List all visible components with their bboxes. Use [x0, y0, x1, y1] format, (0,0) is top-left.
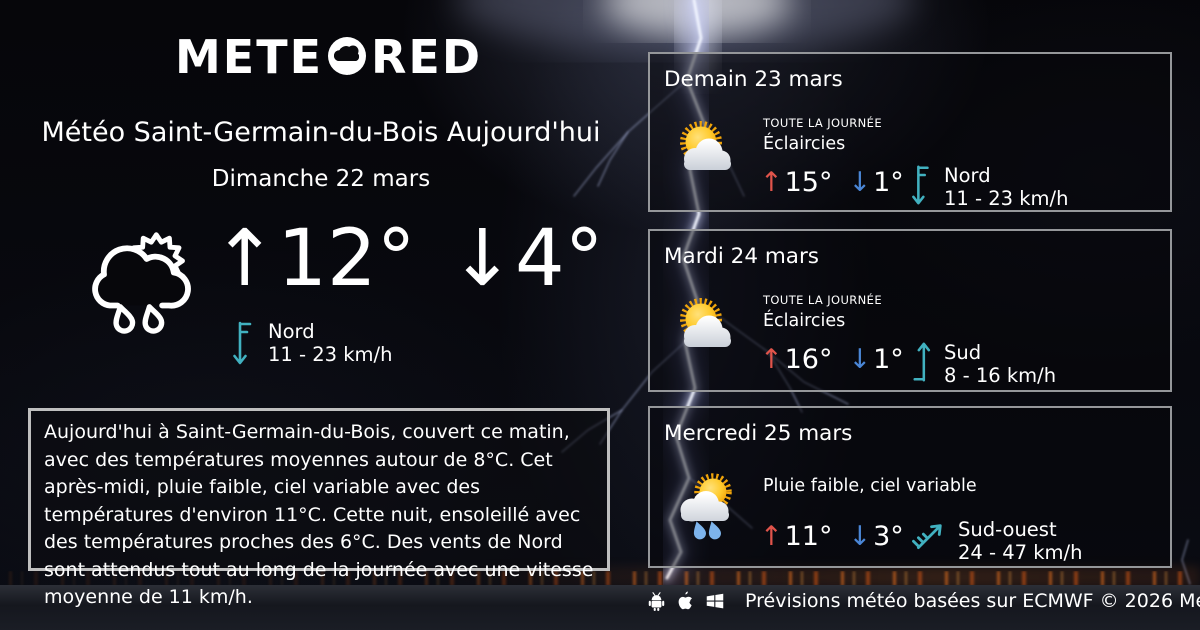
current-temperatures: ↑ 12° ↓ 4°: [212, 220, 604, 298]
arrow-up-icon: ↑: [760, 521, 783, 552]
card-temp-max: 15°: [784, 167, 833, 198]
card-wind-direction: Sud: [944, 341, 982, 364]
current-temp-min: 4°: [514, 214, 604, 304]
wind-from-southwest-icon: [912, 524, 942, 550]
current-wind-speed: 11 - 23 km/h: [268, 343, 393, 366]
sun-cloud-icon: [680, 121, 731, 170]
card-wind-speed: 8 - 16 km/h: [944, 364, 1057, 387]
arrow-up-icon: ↑: [212, 214, 278, 304]
card-temp-min: 1°: [873, 344, 904, 375]
forecast-card-demain[interactable]: Demain 23 mars TOUTE LA JOURNÉE Éclairci…: [648, 52, 1172, 212]
card-title: Mardi 24 mars: [664, 244, 819, 269]
card-condition: Pluie faible, ciel variable: [763, 476, 977, 496]
arrow-down-icon: ↓: [848, 167, 872, 198]
logo-text-left: METE: [175, 30, 323, 84]
card-condition: Éclaircies: [763, 134, 846, 154]
android-icon[interactable]: [648, 591, 665, 611]
current-wind: Nord 11 - 23 km/h: [233, 320, 392, 366]
card-temp-max: 16°: [784, 344, 833, 375]
current-temp-max: 12°: [277, 214, 416, 304]
logo-text-right: RED: [371, 30, 483, 84]
weather-summary-box: Aujourd'hui à Saint-Germain-du-Bois, cou…: [28, 408, 610, 608]
forecast-card-mardi[interactable]: Mardi 24 mars TOUTE LA JOURNÉE Éclaircie…: [648, 229, 1172, 392]
card-temperatures: ↑ 11° ↓ 3°: [760, 520, 904, 554]
card-temperatures: ↑ 15° ↓ 1°: [760, 166, 904, 200]
card-temp-min: 3°: [873, 521, 904, 552]
card-temp-max: 11°: [784, 521, 833, 552]
apple-icon[interactable]: [677, 591, 694, 611]
weather-summary-text: Aujourd'hui à Saint-Germain-du-Bois, cou…: [44, 421, 594, 608]
card-condition: Éclaircies: [763, 311, 846, 331]
city-lights-horizon: [0, 571, 1200, 586]
card-title: Demain 23 mars: [664, 67, 843, 92]
card-title: Mercredi 25 mars: [664, 421, 853, 446]
card-wind-speed: 24 - 47 km/h: [958, 541, 1083, 564]
sun-cloud-rain-outline-icon: [92, 232, 191, 334]
wind-from-north-icon: [912, 165, 929, 205]
arrow-down-icon: ↓: [848, 344, 872, 375]
logo-cloud-bubble-icon: [328, 37, 366, 75]
card-wind-speed: 11 - 23 km/h: [944, 187, 1069, 210]
card-wind: Sud-ouest 24 - 47 km/h: [912, 518, 1082, 564]
card-temperatures: ↑ 16° ↓ 1°: [760, 343, 904, 377]
card-temp-min: 1°: [873, 167, 904, 198]
card-wind: Nord 11 - 23 km/h: [912, 164, 1068, 210]
card-wind-direction: Nord: [944, 164, 991, 187]
current-wind-direction: Nord: [268, 320, 315, 343]
attribution-text: Prévisions météo basées sur ECMWF © 2026…: [745, 590, 1200, 612]
arrow-up-icon: ↑: [760, 344, 783, 375]
card-wind-direction: Sud-ouest: [958, 518, 1057, 541]
sun-cloud-rain-icon: [680, 473, 732, 540]
card-wind: Sud 8 - 16 km/h: [912, 341, 1056, 387]
forecast-card-mercredi[interactable]: Mercredi 25 mars Pluie faible, ciel vari…: [648, 406, 1172, 568]
wind-from-south-icon: [913, 342, 931, 382]
sun-cloud-icon: [680, 298, 731, 347]
water-foreground: [0, 585, 1200, 630]
card-period-label: [763, 470, 977, 472]
page-title: Météo Saint-Germain-du-Bois Aujourd'hui: [41, 117, 601, 148]
footer: Prévisions météo basées sur ECMWF © 2026…: [648, 590, 1200, 612]
arrow-down-icon: ↓: [449, 214, 515, 304]
arrow-down-icon: ↓: [848, 521, 872, 552]
current-date: Dimanche 22 mars: [211, 166, 431, 192]
meteored-logo[interactable]: METE RED: [175, 34, 482, 80]
wind-from-north-icon: [233, 321, 252, 365]
windows-icon[interactable]: [706, 592, 724, 610]
card-period-label: TOUTE LA JOURNÉE: [763, 293, 883, 307]
card-period-label: TOUTE LA JOURNÉE: [763, 116, 883, 130]
arrow-up-icon: ↑: [760, 167, 783, 198]
